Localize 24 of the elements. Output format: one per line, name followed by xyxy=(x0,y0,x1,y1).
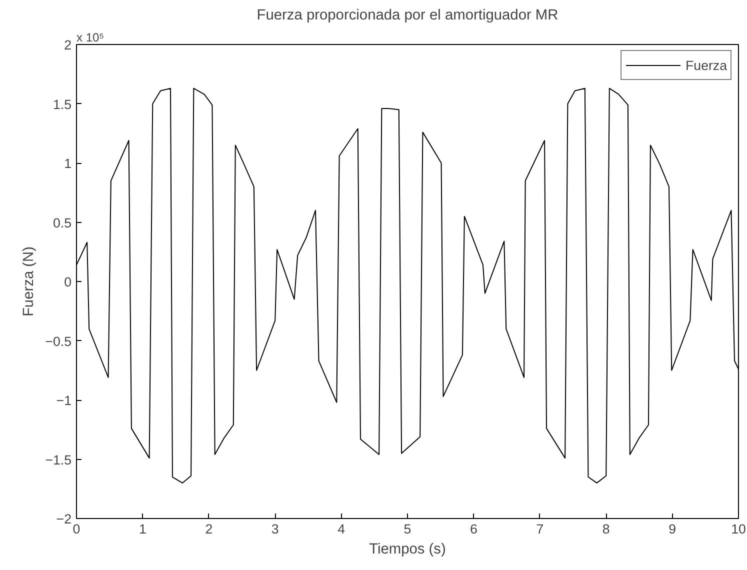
x-axis-title: Tiempos (s) xyxy=(369,542,446,558)
x-tick-label: 8 xyxy=(602,522,610,536)
y-tick-label: −1.5 xyxy=(45,452,72,468)
x-tick-label: 9 xyxy=(668,522,676,536)
y-tick-label: −1 xyxy=(56,393,72,408)
y-tick-label: 0 xyxy=(64,274,72,290)
x-tick-label: 4 xyxy=(338,522,346,536)
x-tick-label: 5 xyxy=(404,522,412,536)
y-tick-label: −0.5 xyxy=(45,334,72,349)
x-tick-label: 3 xyxy=(271,522,279,536)
y-tick-label: −2 xyxy=(56,512,72,526)
text: x 10⁵ xyxy=(76,30,104,44)
y-tick-label: 1.5 xyxy=(52,96,72,112)
x-tick-label: 1 xyxy=(138,522,146,536)
x-tick-label: 10 xyxy=(731,522,746,536)
y-tick-label: 0.5 xyxy=(52,215,72,230)
chart-title: Fuerza proporcionada por el amortiguador MR xyxy=(256,8,558,24)
y-tick-label: 2 xyxy=(64,38,72,52)
x-tick-label: 2 xyxy=(205,522,213,536)
y-axis-title: Fuerza (N) xyxy=(21,246,38,317)
y-tick-label: 1 xyxy=(64,156,72,171)
x-tick-label: 7 xyxy=(536,522,544,536)
x-tick-label: 6 xyxy=(470,522,478,536)
legend-label: Fuerza xyxy=(686,58,727,72)
